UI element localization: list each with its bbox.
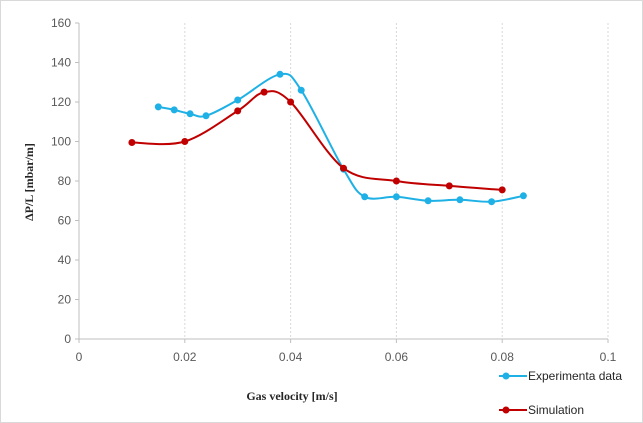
x-tick-label: 0.06 bbox=[385, 350, 409, 364]
legend-label-experimenta-data: Experimenta data bbox=[528, 369, 622, 383]
data-point-experimenta-data bbox=[170, 106, 178, 114]
legend-marker-simulation bbox=[502, 406, 510, 414]
data-point-simulation bbox=[181, 138, 189, 145]
y-axis-title: ΔP/L [mbar/m] bbox=[22, 143, 36, 221]
legend-item-experimenta-data: Experimenta data bbox=[499, 369, 622, 383]
data-point-experimenta-data bbox=[392, 193, 400, 201]
data-point-simulation bbox=[498, 186, 506, 194]
data-point-experimenta-data bbox=[519, 192, 527, 200]
data-point-simulation bbox=[234, 107, 242, 115]
y-tick-label: 80 bbox=[58, 174, 72, 188]
data-point-experimenta-data bbox=[456, 196, 464, 204]
x-tick-label: 0.04 bbox=[279, 350, 303, 364]
x-tick-label: 0.02 bbox=[173, 350, 197, 364]
y-tick-label: 120 bbox=[51, 95, 71, 109]
data-point-simulation bbox=[392, 177, 400, 185]
data-point-simulation bbox=[128, 139, 136, 146]
x-tick-label: 0.1 bbox=[600, 350, 617, 364]
y-axis-title-group: ΔP/L [mbar/m] bbox=[22, 143, 36, 221]
legend-label-simulation: Simulation bbox=[528, 403, 584, 417]
data-point-experimenta-data bbox=[234, 96, 242, 104]
legend-item-simulation: Simulation bbox=[499, 403, 584, 417]
data-point-experimenta-data bbox=[186, 110, 194, 118]
data-point-simulation bbox=[445, 182, 453, 190]
series-line-experimenta-data bbox=[158, 72, 524, 203]
data-point-simulation bbox=[260, 88, 268, 96]
y-tick-label: 20 bbox=[58, 293, 72, 307]
data-point-experimenta-data bbox=[297, 86, 305, 94]
legend-marker-experimenta-data bbox=[502, 372, 510, 380]
data-point-experimenta-data bbox=[276, 70, 284, 78]
series-layer bbox=[128, 70, 527, 206]
data-point-experimenta-data bbox=[202, 112, 210, 120]
data-point-experimenta-data bbox=[154, 103, 162, 111]
y-tick-label: 100 bbox=[51, 135, 71, 149]
y-tick-label: 0 bbox=[64, 332, 71, 346]
data-point-experimenta-data bbox=[361, 193, 369, 201]
data-point-experimenta-data bbox=[488, 198, 496, 206]
data-point-simulation bbox=[340, 164, 347, 172]
y-tick-label: 40 bbox=[58, 253, 72, 267]
y-tick-label: 160 bbox=[51, 16, 71, 30]
x-axis-title: Gas velocity [m/s] bbox=[246, 389, 337, 403]
legend: Experimenta data Simulation bbox=[499, 369, 622, 417]
x-tick-label: 0 bbox=[76, 350, 83, 364]
y-tick-label: 140 bbox=[51, 56, 71, 70]
data-point-experimenta-data bbox=[424, 197, 432, 205]
data-point-simulation bbox=[287, 98, 295, 106]
y-tick-label: 60 bbox=[58, 214, 72, 228]
axis-layer: 0 20 40 60 80 100 120 140 160 0 0.02 0.04 0.06 0.08 0.… bbox=[51, 16, 617, 364]
x-tick-label: 0.08 bbox=[491, 350, 515, 364]
